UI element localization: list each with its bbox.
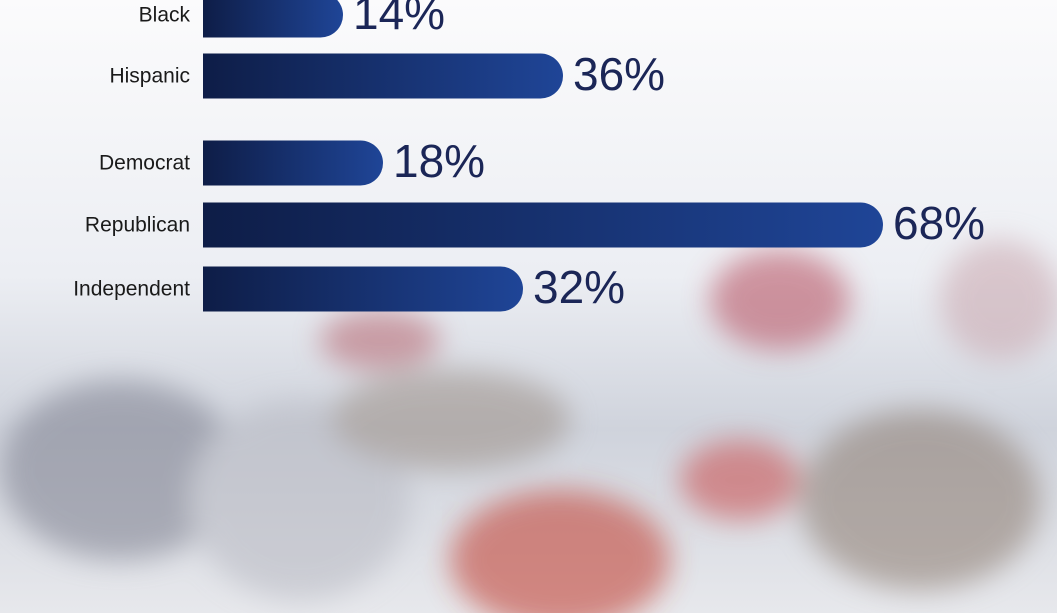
category-label: Independent [73,278,190,301]
bar [203,0,343,38]
value-label: 18% [393,135,485,187]
category-label: Hispanic [109,65,190,88]
value-label: 36% [573,48,665,100]
category-label: Democrat [99,152,190,175]
chart: Black 14% Hispanic 36% Democrat 18% Republican… [0,0,1057,613]
value-label: 14% [353,0,445,39]
bar [203,267,523,312]
bar [203,54,563,99]
value-label: 68% [893,197,985,249]
category-label: Republican [85,214,190,237]
bar [203,141,383,186]
category-label: Black [139,4,191,27]
bar [203,203,883,248]
value-label: 32% [533,261,625,313]
